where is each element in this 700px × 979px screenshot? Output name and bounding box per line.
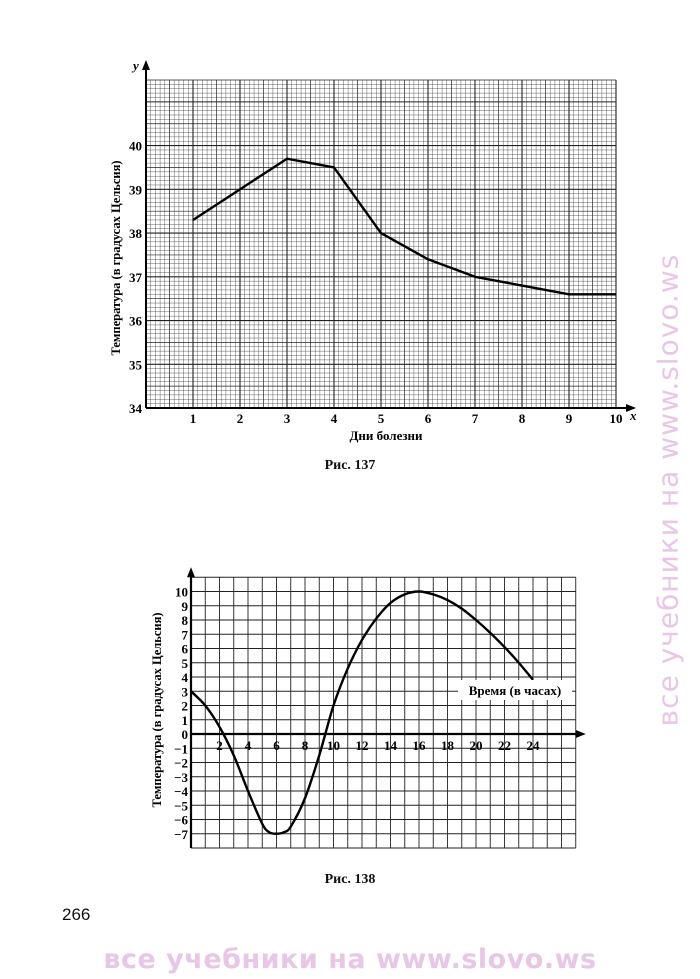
series <box>192 157 616 296</box>
y-tick-label: 7 <box>182 627 189 642</box>
y-tick-label: 6 <box>182 642 189 657</box>
y-tick-label: 4 <box>182 670 189 685</box>
y-tick-label: 1 <box>182 713 189 728</box>
x-tick-label: 24 <box>527 738 541 753</box>
series-line <box>190 590 534 835</box>
x-tick-label: 6 <box>425 411 432 426</box>
y-axis-arrow <box>187 567 195 578</box>
x-tick-label: 7 <box>472 411 479 426</box>
x-axis-letter: x <box>629 408 637 423</box>
y-tick-label: −6 <box>174 813 188 828</box>
y-axis-label: Температура (в градусах Цельсия) <box>150 612 164 807</box>
chart-fig-138: 2 4 6 8 10 12 14 16 18 20 22 24−7−6−5−4−3−2−1012345… <box>150 567 586 849</box>
x-tick-label: 8 <box>302 738 309 753</box>
x-axis-label: Время (в часах) <box>469 683 562 698</box>
x-tick-label: 2 <box>237 411 244 426</box>
axes <box>187 567 586 848</box>
x-tick-label: 2 <box>216 738 223 753</box>
y-tick-label: −7 <box>174 827 188 842</box>
tick-labels: 2 4 6 8 10 12 14 16 18 20 22 24−7−6−5−4−3−2−1012345… <box>174 585 540 842</box>
y-tick-label: 10 <box>175 585 188 600</box>
grid <box>190 576 577 849</box>
x-tick-label: 20 <box>470 738 483 753</box>
y-tick-label: −3 <box>174 770 188 785</box>
x-tick-label: 10 <box>327 738 340 753</box>
series-line <box>192 157 616 296</box>
y-tick-label: 34 <box>129 401 143 416</box>
x-tick-label: 14 <box>384 738 398 753</box>
x-tick-label: 9 <box>566 411 573 426</box>
x-tick-label: 5 <box>378 411 385 426</box>
y-tick-label: 3 <box>182 684 189 699</box>
x-axis-label: Дни болезни <box>349 428 423 443</box>
figure-caption-138: Рис. 138 <box>324 872 376 887</box>
y-tick-label: 36 <box>129 314 143 329</box>
x-tick-label: 8 <box>519 411 526 426</box>
y-tick-label: 8 <box>182 613 189 628</box>
y-tick-label: −2 <box>174 756 188 771</box>
series <box>190 590 534 835</box>
x-tick-label: 10 <box>610 411 623 426</box>
y-tick-label: −1 <box>174 741 188 756</box>
y-tick-label: 39 <box>129 182 143 197</box>
y-tick-label: 35 <box>129 357 143 372</box>
y-tick-label: 38 <box>129 226 143 241</box>
x-tick-label: 22 <box>498 738 511 753</box>
y-tick-label: 0 <box>182 727 189 742</box>
x-axis-label-box <box>458 680 572 700</box>
grid <box>145 79 617 409</box>
axes <box>142 60 636 412</box>
x-tick-label: 12 <box>356 738 369 753</box>
x-axis-arrow <box>575 730 586 738</box>
y-tick-label: −5 <box>174 798 188 813</box>
figure-caption-137: Рис. 137 <box>324 458 376 473</box>
x-tick-label: 16 <box>413 738 427 753</box>
x-tick-label: 3 <box>284 411 291 426</box>
y-tick-label: 2 <box>182 699 189 714</box>
x-tick-label: 18 <box>441 738 455 753</box>
y-tick-label: 40 <box>129 139 142 154</box>
watermark-side-text: все учебники на www.slovo.ws <box>651 253 685 727</box>
y-axis-arrow <box>142 60 150 70</box>
y-tick-label: 9 <box>182 599 189 614</box>
x-tick-label: 1 <box>190 411 197 426</box>
x-tick-label: 4 <box>331 411 338 426</box>
x-tick-label: 6 <box>273 738 280 753</box>
x-tick-label: 4 <box>245 738 252 753</box>
y-tick-label: 5 <box>182 656 189 671</box>
y-axis-letter: y <box>131 58 139 73</box>
x-axis-arrow <box>626 404 636 412</box>
y-tick-label: 37 <box>129 270 143 285</box>
watermark-bottom: все учебники на www.slovo.ws <box>103 944 597 975</box>
page-number: 266 <box>62 905 91 924</box>
y-axis-label: Температура (в градусах Цельсия) <box>109 160 123 355</box>
y-tick-label: −4 <box>174 784 188 799</box>
